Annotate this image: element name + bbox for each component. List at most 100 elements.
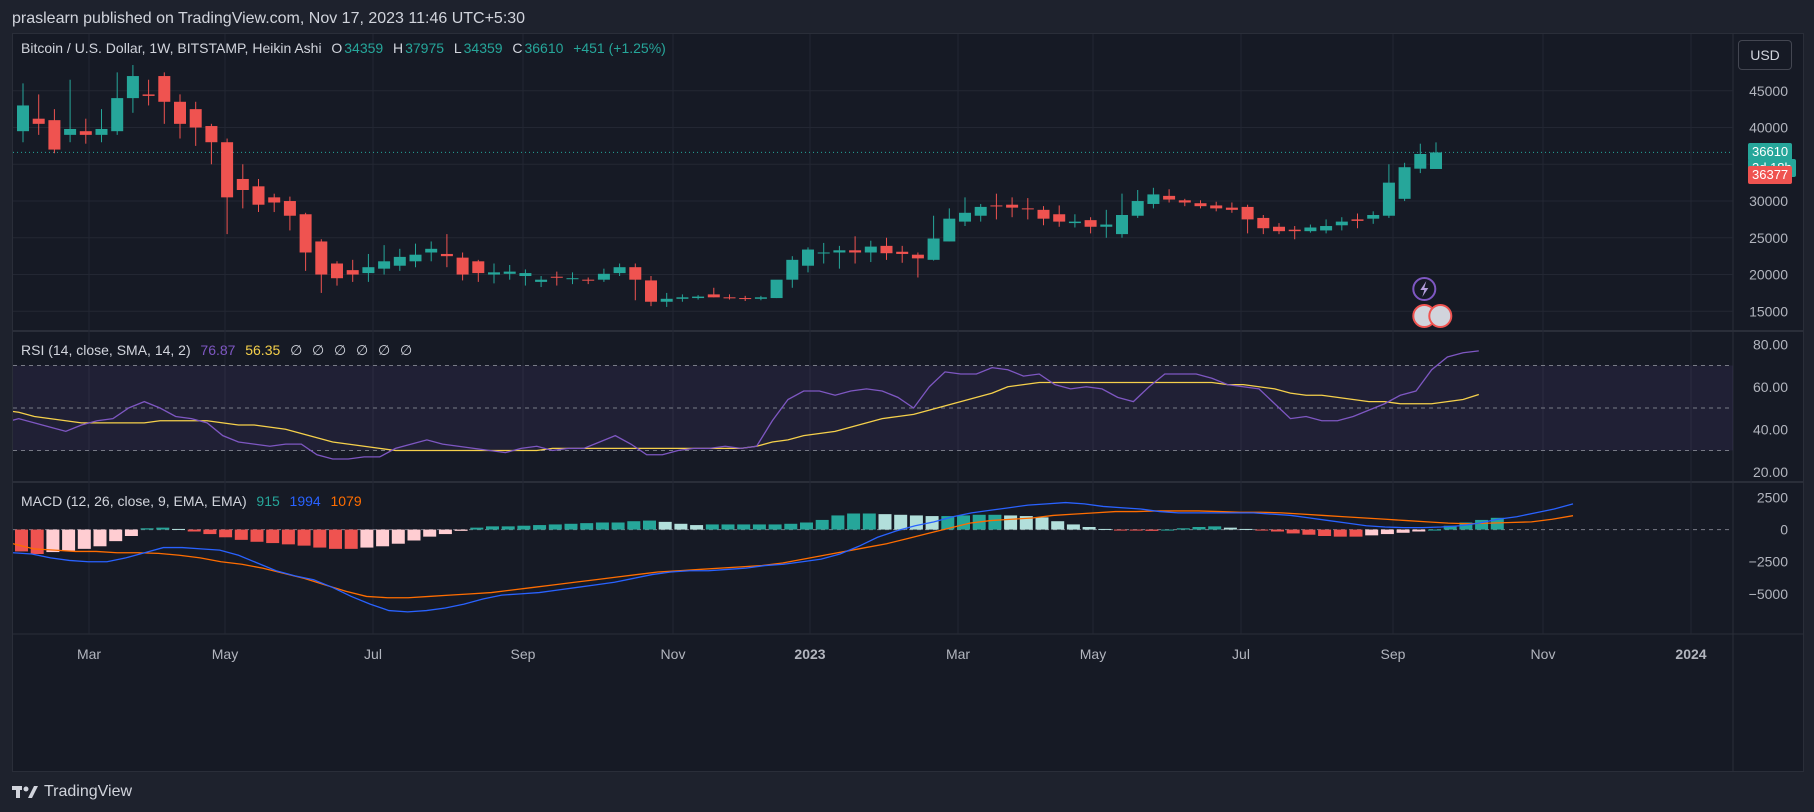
candle-body [95,128,108,135]
macd-hist-bar [768,524,782,530]
macd-hist-bar [1176,528,1190,530]
candle-body [519,273,532,277]
x-tick-label: Jul [1232,646,1250,662]
x-tick-label: Jul [364,646,382,662]
candle-body [660,298,673,302]
macd-hist-bar [1145,529,1159,531]
candle-body [1241,206,1254,220]
macd-hist-bar [486,526,499,530]
x-tick-label: 2023 [794,646,825,662]
candle-body [32,118,45,124]
candle-body [378,261,391,269]
rsi-empty-4: ∅ [356,342,369,358]
open-value: 34359 [344,40,384,56]
macd-hist-bar [1349,529,1363,537]
macd-hist-bar [266,529,280,544]
price-tick-label: 30000 [1749,193,1788,209]
macd-hist-bar [862,513,876,530]
candle-body [786,259,799,280]
candle-body [362,267,375,274]
change-value: +451 (+1.25%) [573,40,666,56]
candle-body [79,131,92,135]
macd-hist-bar [1208,526,1222,530]
macd-tick-label: −2500 [1749,554,1789,570]
candle-body [393,256,406,266]
candle-body [1100,224,1113,227]
macd-hist-bar [988,514,1002,530]
macd-hist-bar [595,522,609,530]
macd-legend: MACD (12, 26, close, 9, EMA, EMA) 915 19… [21,493,364,509]
chart-frame[interactable]: Mar May Jul Sep Nov 2023 Mar May Jul Sep Nov 2024 15… [12,33,1804,772]
candle-body [126,76,139,99]
macd-hist-bar [1114,529,1127,531]
candle-body [189,109,202,128]
macd-hist-bar [878,514,892,530]
macd-hist-bar [219,529,233,538]
macd-hist-bar [957,515,970,530]
candle-body [974,206,987,216]
macd-hist-bar [894,514,908,530]
macd-hist-bar [187,529,201,532]
macd-hist-bar [1066,524,1080,530]
rsi-pane [13,350,1733,460]
rsi-name[interactable]: RSI (14, close, SMA, 14, 2) [21,342,191,358]
candle-body [315,241,328,275]
candle-body [817,252,830,254]
candle-body [613,267,626,274]
x-tick-label: Sep [511,646,536,662]
candle-body [770,279,783,299]
macd-signal-line [13,510,1574,599]
x-tick-label: Nov [1531,646,1556,662]
macd-hist-bar [93,529,107,547]
candle-body [268,197,281,203]
candle-body [1053,214,1066,222]
close-label: C [512,40,523,56]
candle-body [802,249,814,266]
macd-hist-bar [124,529,138,536]
high-value: 37975 [405,40,445,56]
rsi-legend: RSI (14, close, SMA, 14, 2) 76.87 56.35 … [21,342,414,359]
candle-body [1273,226,1285,232]
chart-svg[interactable]: Mar May Jul Sep Nov 2023 Mar May Jul Sep Nov 2024 15… [13,34,1803,771]
macd-name[interactable]: MACD (12, 26, close, 9, EMA, EMA) [21,493,247,509]
macd-tick-label: 0 [1780,522,1788,538]
candle-body [629,267,642,280]
candle-body [959,212,971,222]
us-flag-icon [1428,304,1453,328]
candle-body [1414,153,1427,169]
rsi-empty-3: ∅ [334,342,347,358]
candle-body [142,94,155,96]
candle-body [425,248,438,253]
rsi-tick-label: 40.00 [1753,421,1788,437]
macd-hist-bar [721,524,735,530]
rsi-value: 76.87 [200,342,236,358]
candle-body [990,205,1003,207]
macd-hist-bar [831,515,845,530]
macd-hist-bar [1098,528,1112,530]
candle-body [283,201,296,216]
rsi-line [13,350,1479,460]
axes: Mar May Jul Sep Nov 2023 Mar May Jul Sep Nov 2024 15… [77,83,1788,662]
currency-button[interactable]: USD [1738,40,1792,70]
last-price-tag: 36610 [1748,143,1793,162]
symbol-label[interactable]: Bitcoin / U.S. Dollar, 1W, BITSTAMP, Hei… [21,40,322,56]
candle-body [1037,209,1050,219]
macd-hist-bar [1459,522,1473,530]
macd-hist-bar [1035,517,1049,530]
macd-tick-label: 2500 [1757,489,1788,505]
candle-body [582,279,595,281]
candle-body [707,294,720,298]
macd-hist-bar [360,529,374,548]
macd-hist-bar [1051,521,1065,530]
candle-body [1430,152,1442,169]
x-tick-label: Mar [77,646,101,662]
rsi-tick-label: 80.00 [1753,336,1788,352]
candle-body [456,257,469,275]
low-value: 34359 [463,40,503,56]
tradingview-brand[interactable]: TradingView [12,780,132,804]
candle-body [17,105,29,132]
candle-body [440,253,453,257]
macd-hist-bar [1380,529,1394,535]
macd-hist-bar [611,522,625,530]
macd-hist-bar [62,529,76,551]
